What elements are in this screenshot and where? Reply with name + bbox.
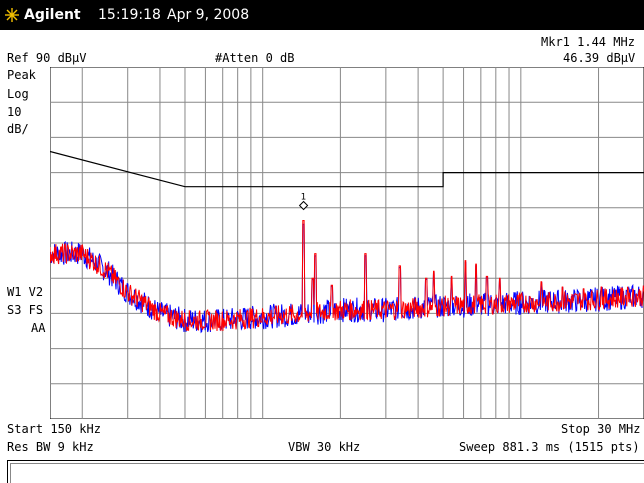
spectrum-plot: 1	[50, 67, 644, 419]
scale-type-label: Log	[7, 87, 29, 101]
sweep-time: Sweep 881.3 ms (1515 pts)	[459, 440, 640, 454]
trace-red	[50, 220, 644, 332]
video-bandwidth: VBW 30 kHz	[288, 440, 361, 454]
marker-1: 1	[298, 193, 309, 211]
trace1-label: W1 V2	[7, 285, 44, 299]
attenuation-readout: #Atten 0 dB	[215, 51, 295, 65]
marker-amplitude-readout: 46.39 dBµV	[563, 51, 636, 65]
scale-unit-label: dB/	[7, 122, 29, 136]
clock-time: 15:19:18	[98, 7, 161, 23]
marker-diamond	[298, 200, 309, 211]
limit-polyline	[50, 150, 644, 188]
resolution-bandwidth: Res BW 9 kHz	[7, 440, 94, 454]
marker-frequency-readout: Mkr1 1.44 MHz	[541, 35, 635, 49]
traces	[50, 220, 644, 334]
status-box	[7, 460, 644, 483]
trace2-label: S3 FS	[7, 303, 44, 317]
start-frequency: Start 150 kHz	[7, 422, 101, 436]
stop-frequency: Stop 30 MHz	[561, 422, 641, 436]
trace3-label: AA	[31, 321, 46, 335]
title-bar: Agilent 15:19:18 Apr 9, 2008	[0, 0, 644, 30]
limit-line	[50, 150, 644, 188]
reference-level: Ref 90 dBµV	[7, 51, 87, 65]
brand-name: Agilent	[24, 7, 81, 23]
plot-grid	[50, 67, 644, 419]
trace-blue	[50, 223, 644, 334]
scale-value-label: 10	[7, 105, 22, 119]
marker-number: 1	[301, 193, 306, 203]
clock-date: Apr 9, 2008	[167, 7, 250, 23]
detector-label: Peak	[7, 68, 36, 82]
agilent-spark-icon	[5, 8, 19, 22]
